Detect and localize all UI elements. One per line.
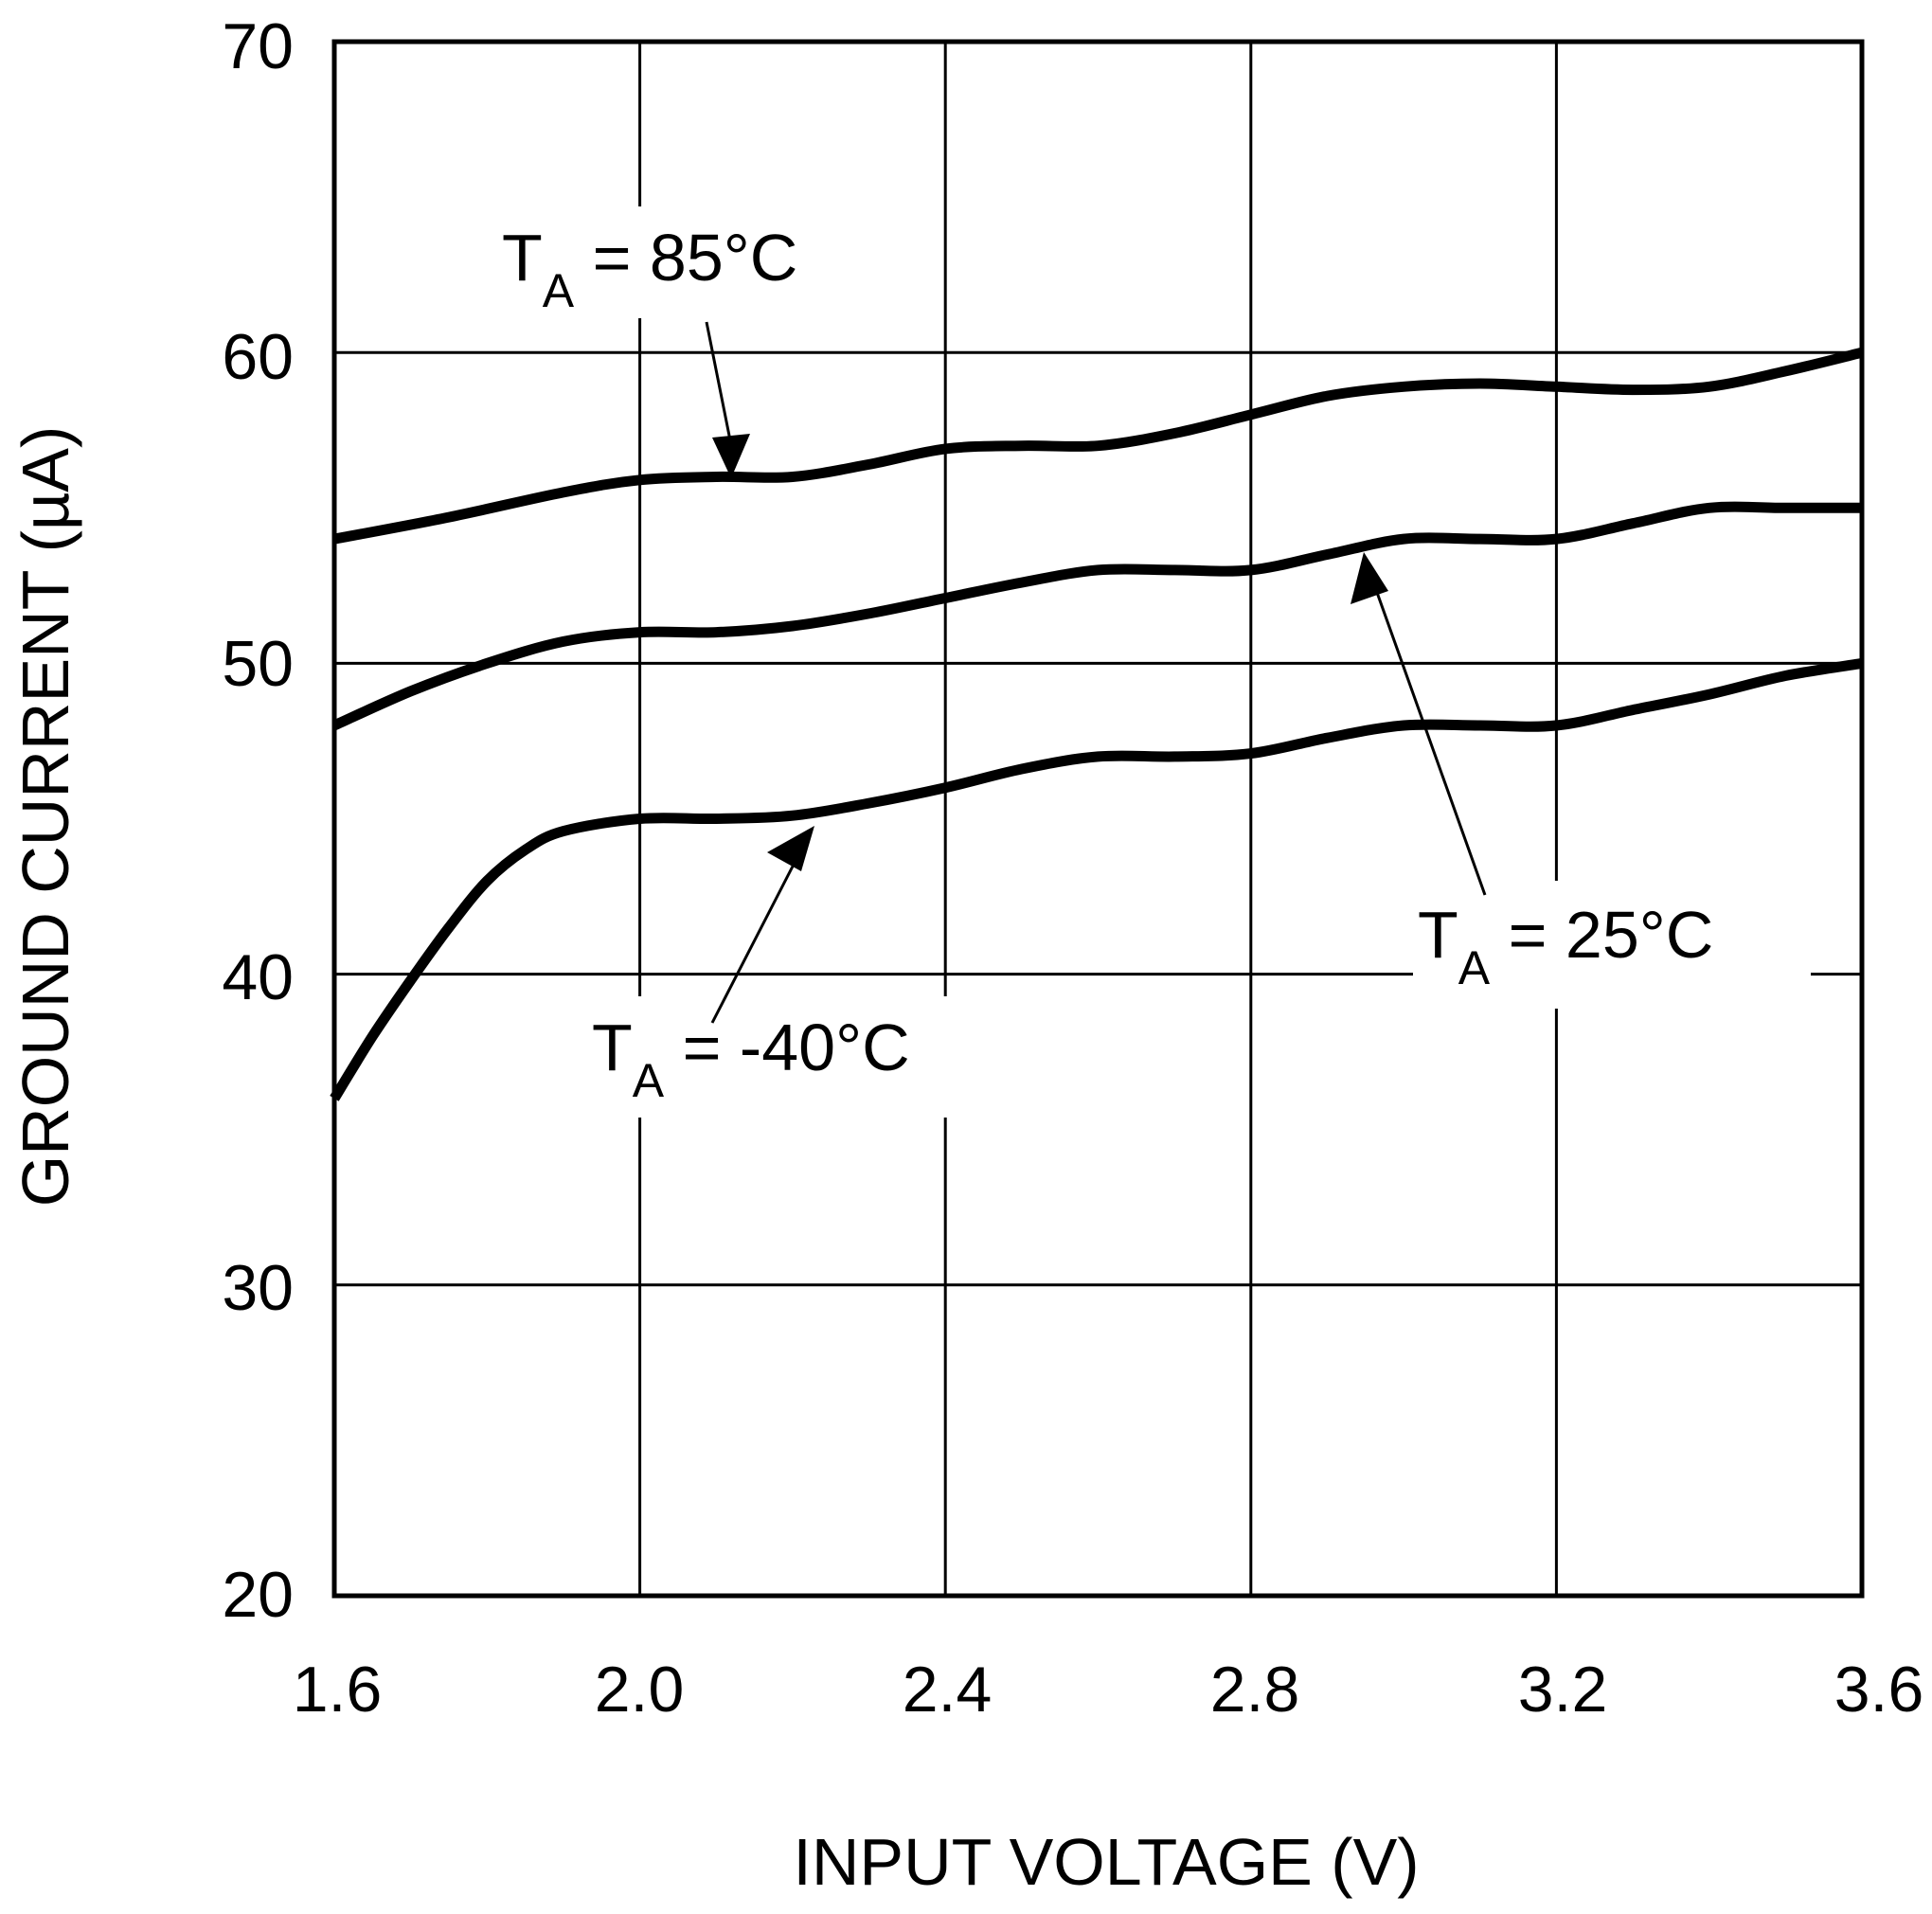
plot-frame	[331, 39, 1865, 1599]
label-background	[587, 996, 1018, 1118]
y-tick-label: 30	[222, 1252, 294, 1324]
x-tick-label: 2.4	[903, 1654, 993, 1726]
y-tick-label: 60	[222, 321, 294, 393]
x-tick-label: 3.6	[1834, 1654, 1924, 1726]
series-line-1	[331, 501, 1862, 731]
arrow-85c	[705, 321, 750, 478]
x-tick-label: 3.2	[1518, 1654, 1608, 1726]
y-tick-label: 20	[222, 1559, 294, 1631]
series-lines	[330, 347, 1864, 1101]
x-tick-label: 1.6	[293, 1654, 383, 1726]
label-background	[497, 206, 900, 318]
x-axis-label: INPUT VOLTAGE (V)	[793, 1825, 1419, 1899]
label-background	[1413, 881, 1811, 1009]
series-line-2	[330, 657, 1863, 1101]
y-tick-label: 40	[222, 941, 294, 1013]
x-tick-label: 2.8	[1210, 1654, 1300, 1726]
y-tick-label: 50	[222, 628, 294, 700]
series-label-25c: TA = 25°C	[1418, 898, 1713, 994]
arrow-25c	[1351, 552, 1487, 896]
series-line-0	[332, 347, 1864, 545]
series-label-minus40c: TA = -40°C	[592, 1011, 910, 1107]
y-tick-label: 70	[222, 10, 294, 82]
x-tick-label: 2.0	[595, 1654, 685, 1726]
series-label-85c: TA = 85°C	[502, 221, 797, 317]
y-axis-label: GROUND CURRENT (µA)	[9, 426, 82, 1207]
arrow-minus40c	[710, 826, 814, 1024]
